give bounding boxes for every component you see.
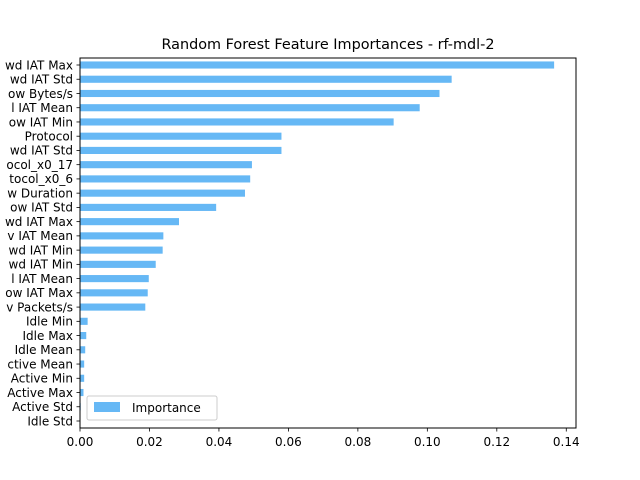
y-tick-label: ow Bytes/s bbox=[8, 87, 73, 101]
y-tick-label: Idle Std bbox=[27, 414, 73, 428]
x-tick-label: 0.00 bbox=[67, 435, 94, 449]
y-tick-label: Protocol bbox=[25, 130, 73, 144]
bar bbox=[80, 218, 179, 226]
y-tick-label: wd IAT Std bbox=[10, 144, 73, 158]
x-tick-label: 0.08 bbox=[345, 435, 372, 449]
legend-label: Importance bbox=[132, 401, 201, 415]
bar bbox=[80, 374, 85, 382]
bar bbox=[80, 61, 555, 69]
bar bbox=[80, 175, 251, 183]
bar bbox=[80, 317, 88, 325]
y-tick-label: wd IAT Max bbox=[5, 58, 73, 72]
legend-swatch bbox=[94, 402, 120, 412]
y-tick-label: Idle Max bbox=[23, 329, 74, 343]
y-tick-label: wd IAT Std bbox=[10, 73, 73, 87]
y-tick-label: Active Min bbox=[11, 372, 73, 386]
bar bbox=[80, 232, 164, 240]
y-tick-label: tocol_x0_6 bbox=[9, 172, 73, 186]
plot-frame bbox=[79, 57, 577, 429]
bar bbox=[80, 146, 282, 154]
bar bbox=[80, 275, 149, 283]
bar bbox=[80, 189, 245, 197]
y-tick-label: Idle Mean bbox=[15, 343, 73, 357]
y-tick-label: l IAT Mean bbox=[11, 272, 73, 286]
y-tick-label: wd IAT Min bbox=[9, 243, 74, 257]
chart-title: Random Forest Feature Importances - rf-m… bbox=[161, 37, 494, 53]
y-tick-label: v IAT Mean bbox=[7, 229, 73, 243]
bar bbox=[80, 203, 217, 211]
y-tick-label: Active Max bbox=[7, 386, 73, 400]
x-tick-label: 0.06 bbox=[275, 435, 302, 449]
bar bbox=[80, 75, 452, 83]
x-tick-label: 0.12 bbox=[483, 435, 510, 449]
y-tick-label: Idle Min bbox=[26, 315, 73, 329]
y-tick-label: ow IAT Min bbox=[9, 115, 73, 129]
x-tick-label: 0.04 bbox=[206, 435, 233, 449]
y-tick-label: wd IAT Min bbox=[9, 258, 74, 272]
bar bbox=[80, 260, 156, 268]
bar bbox=[80, 388, 84, 397]
bar bbox=[80, 104, 420, 112]
y-tick-label: wd IAT Max bbox=[5, 215, 73, 229]
bar bbox=[80, 132, 282, 140]
y-tick-label: ocol_x0_17 bbox=[6, 158, 73, 172]
x-tick-label: 0.14 bbox=[553, 435, 580, 449]
y-tick-label: ctive Mean bbox=[7, 357, 73, 371]
legend: Importance bbox=[86, 395, 218, 421]
bar bbox=[80, 118, 394, 126]
y-tick-label: ow IAT Std bbox=[10, 201, 73, 215]
bar bbox=[80, 360, 85, 368]
bar bbox=[80, 289, 148, 297]
bar bbox=[80, 346, 86, 354]
x-tick-label: 0.02 bbox=[136, 435, 163, 449]
bar bbox=[80, 161, 252, 169]
x-tick-label: 0.10 bbox=[414, 435, 441, 449]
x-axis-ticks: 0.00 0.02 0.04 0.06 0.08 0.10 0.12 0.14 bbox=[67, 428, 580, 449]
bar bbox=[80, 246, 163, 254]
bar bbox=[80, 332, 87, 340]
bar bbox=[80, 303, 146, 311]
y-tick-label: w Duration bbox=[7, 186, 73, 200]
y-tick-label: ow IAT Max bbox=[5, 286, 73, 300]
bar-group bbox=[80, 61, 555, 425]
y-tick-label: Active Std bbox=[12, 400, 73, 414]
bar bbox=[80, 89, 440, 98]
y-tick-label: v Packets/s bbox=[6, 300, 73, 314]
y-tick-label: l IAT Mean bbox=[11, 101, 73, 115]
